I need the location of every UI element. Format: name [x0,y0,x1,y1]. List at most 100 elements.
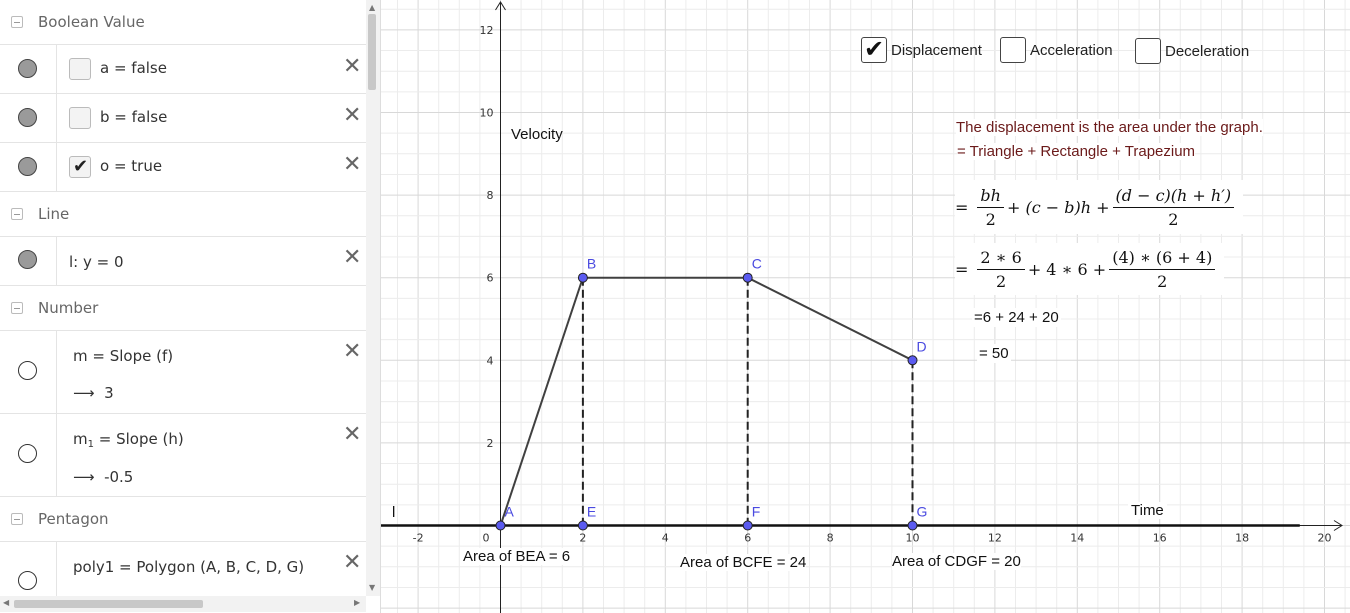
category-label: Boolean Value [38,13,145,31]
fraction: bh 2 [977,186,1004,229]
x-tick-label: 16 [1153,532,1167,545]
y-tick-label: 10 [480,107,494,120]
algebra-item-text[interactable]: b = false [100,108,168,126]
delete-icon[interactable]: ✕ [343,245,362,270]
checkbox-label[interactable]: Deceleration [1165,42,1250,60]
delete-icon[interactable]: ✕ [343,339,362,364]
algebra-item-text[interactable]: poly1 = Polygon (A, B, C, D, G) [73,558,305,576]
point-B [577,272,588,283]
area-label-cdgf: Area of CDGF = 20 [892,553,1021,570]
category-number[interactable]: Number [0,286,366,331]
algebra-item-text[interactable]: a = false [100,59,167,77]
algebra-item-definition[interactable]: m1 = Slope (h) [73,430,184,450]
collapse-icon[interactable] [11,302,23,314]
horizontal-scrollbar[interactable]: ◀ ▶ [0,596,366,612]
algebra-item-a[interactable]: a = false ✕ [0,45,366,94]
x-axis-arrow [1333,520,1343,531]
checkbox-box[interactable]: ✔ [861,35,887,63]
point-E [577,520,588,531]
algebra-item-l[interactable]: l: y = 0 ✕ [0,237,366,286]
category-line[interactable]: Line [0,192,366,237]
graph-canvas[interactable]: -2 2 4 6 8 10 12 14 16 18 20 2 4 6 8 10 12 0 A B C D E F G [381,0,1350,613]
scroll-right-icon[interactable]: ▶ [354,598,361,607]
category-label: Pentagon [38,510,109,528]
result-total: = 50 [977,344,1011,363]
point-F [742,520,753,531]
checkbox-o[interactable]: ✔ [69,156,91,178]
category-label: Number [38,299,99,317]
point-label-G: G [917,504,928,520]
acceleration-checkbox[interactable]: Acceleration [1000,37,1113,63]
origin-label: 0 [483,532,490,545]
scroll-up-icon[interactable]: ▲ [369,3,376,12]
explanation-line1: The displacement is the area under the g… [956,119,1263,136]
vertical-scrollbar[interactable]: ▲ ▼ [366,0,380,596]
x-tick-label: 18 [1235,532,1249,545]
visibility-toggle-icon[interactable] [18,361,37,380]
fraction: (4) ∗ (6 + 4) 2 [1109,248,1216,291]
point-label-C: C [752,256,762,272]
delete-icon[interactable]: ✕ [343,152,362,177]
algebra-item-m1[interactable]: m1 = Slope (h) ⟶ -0.5 ✕ [0,414,366,497]
point-label-E: E [587,504,596,520]
x-tick-label: 20 [1318,532,1332,545]
area-label-bcfe: Area of BCFE = 24 [680,554,807,571]
scrollbar-thumb[interactable] [14,600,203,608]
scrollbar-thumb[interactable] [368,14,376,90]
graphics-view[interactable]: -2 2 4 6 8 10 12 14 16 18 20 2 4 6 8 10 12 0 A B C D E F G ✔ Dis… [381,0,1350,613]
scroll-down-icon[interactable]: ▼ [369,583,376,592]
algebra-view: Boolean Value a = false ✕ b = false ✕ ✔ … [0,0,381,613]
checkbox-label[interactable]: Acceleration [1030,41,1113,59]
algebra-item-value: ⟶ -0.5 [73,468,134,486]
point-C [742,272,753,283]
y-tick-label: 12 [480,24,494,37]
collapse-icon[interactable] [11,16,23,28]
delete-icon[interactable]: ✕ [343,422,362,447]
algebra-item-o[interactable]: ✔ o = true ✕ [0,143,366,192]
y-tick-label: 4 [487,354,494,367]
graph-segment-CD [747,276,913,362]
checkbox-b[interactable] [69,107,91,129]
visibility-toggle-icon[interactable] [18,571,37,590]
algebra-item-m[interactable]: m = Slope (f) ⟶ 3 ✕ [0,331,366,414]
point-label-D: D [917,338,927,354]
delete-icon[interactable]: ✕ [343,550,362,575]
checkbox-label[interactable]: Displacement [891,41,982,59]
category-boolean-value[interactable]: Boolean Value [0,0,366,45]
x-tick-label: 12 [988,532,1002,545]
algebra-item-text[interactable]: l: y = 0 [69,253,124,271]
visibility-toggle-icon[interactable] [18,108,37,127]
checkbox-box[interactable] [1135,38,1161,64]
deceleration-checkbox[interactable]: Deceleration [1135,38,1249,64]
x-tick-label: -2 [413,532,424,545]
y-tick-label: 6 [487,272,494,285]
x-axis-label: Time [1128,502,1167,519]
delete-icon[interactable]: ✕ [343,54,362,79]
x-tick-label: 2 [579,532,586,545]
point-D [907,355,918,366]
category-pentagon[interactable]: Pentagon [0,497,366,542]
algebra-item-b[interactable]: b = false ✕ [0,94,366,143]
algebra-item-text[interactable]: o = true [100,157,163,175]
checkmark-icon: ✔ [73,156,89,177]
checkbox-a[interactable] [69,58,91,80]
algebra-item-definition[interactable]: m = Slope (f) [73,347,174,365]
visibility-toggle-icon[interactable] [18,250,37,269]
category-label: Line [38,205,70,223]
collapse-icon[interactable] [11,513,23,525]
checkbox-box[interactable] [1000,37,1026,63]
algebra-item-poly1[interactable]: poly1 = Polygon (A, B, C, D, G) ✕ [0,542,366,596]
visibility-toggle-icon[interactable] [18,59,37,78]
area-label-bea: Area of BEA = 6 [463,548,571,565]
visibility-toggle-icon[interactable] [18,157,37,176]
line-l-label: l [392,504,396,521]
algebra-item-value: ⟶ 3 [73,384,114,402]
visibility-toggle-icon[interactable] [18,444,37,463]
point-label-F: F [752,504,761,520]
displacement-checkbox[interactable]: ✔ Displacement [861,35,982,63]
delete-icon[interactable]: ✕ [343,103,362,128]
y-axis-arrow [495,1,506,11]
collapse-icon[interactable] [11,208,23,220]
scroll-left-icon[interactable]: ◀ [3,598,10,607]
